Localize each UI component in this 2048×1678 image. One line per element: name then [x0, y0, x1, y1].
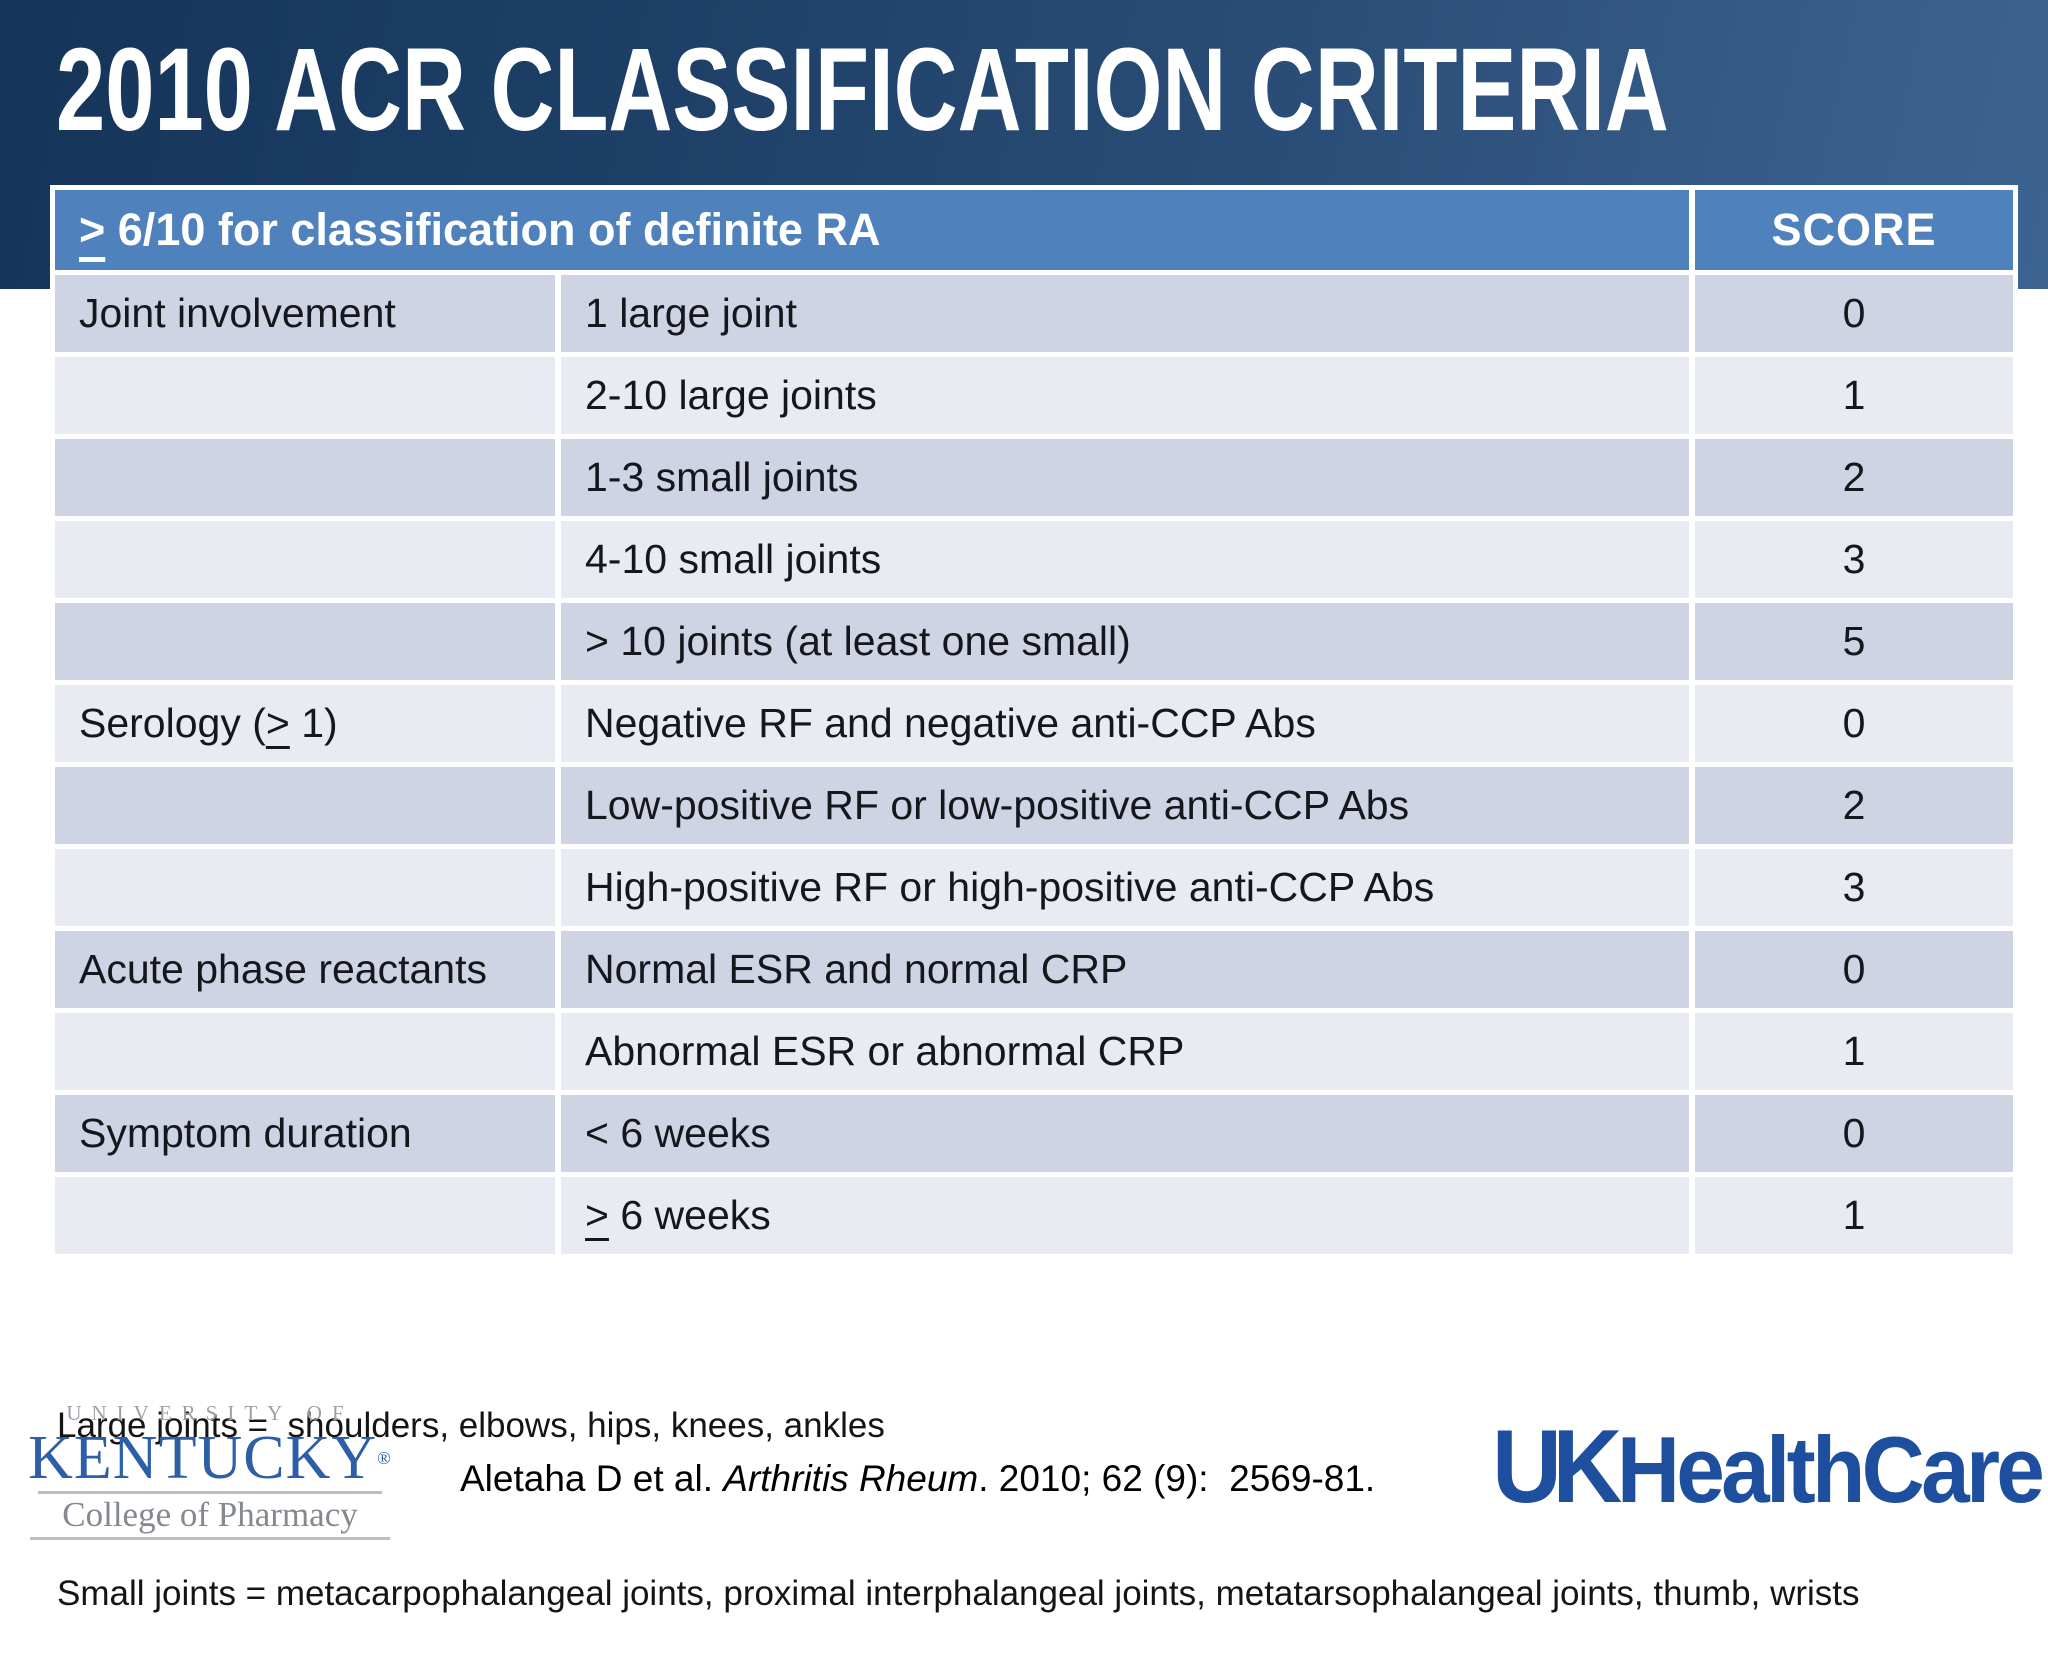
- score-cell: 1: [1695, 1013, 2013, 1090]
- university-of-text: UNIVERSITY OF: [66, 1401, 354, 1425]
- kentucky-wordmark: KENTUCKY®: [28, 1426, 392, 1490]
- criterion-cell: Normal ESR and normal CRP: [561, 931, 1689, 1008]
- uk-mark: UK: [1492, 1409, 1622, 1525]
- citation-details: . 2010; 62 (9): 2569-81.: [978, 1458, 1376, 1499]
- large-joints-note: Large joints = shoulders, elbows, hips, …: [57, 1406, 885, 1445]
- registered-mark: ®: [377, 1448, 392, 1468]
- score-cell: 1: [1695, 357, 2013, 434]
- score-cell: 2: [1695, 439, 2013, 516]
- category-cell: [55, 521, 555, 598]
- criterion-cell: 4-10 small joints: [561, 521, 1689, 598]
- citation-journal: Arthritis Rheum: [723, 1458, 979, 1499]
- table-body: Joint involvement 1 large joint 0 2-10 l…: [55, 275, 2013, 1254]
- category-cell: [55, 357, 555, 434]
- small-joints-note: Small joints = metacarpophalangeal joint…: [57, 1574, 1860, 1613]
- criterion-cell: Low-positive RF or low-positive anti-CCP…: [561, 767, 1689, 844]
- category-text: 1): [289, 700, 338, 746]
- table-header-row: > 6/10 for classification of definite RA…: [55, 190, 2013, 270]
- university-of-kentucky-logo: UNIVERSITY OF KENTUCKY® College of Pharm…: [28, 1400, 392, 1540]
- logo-divider-line: [30, 1537, 390, 1540]
- table-row: Symptom duration < 6 weeks 0: [55, 1095, 2013, 1172]
- score-cell: 3: [1695, 521, 2013, 598]
- criterion-cell: 1 large joint: [561, 275, 1689, 352]
- category-cell: Joint involvement: [55, 275, 555, 352]
- score-cell: 0: [1695, 1095, 2013, 1172]
- geq-symbol: >: [585, 1192, 609, 1238]
- healthcare-text: HealthCare: [1616, 1417, 2045, 1522]
- table-row: Acute phase reactants Normal ESR and nor…: [55, 931, 2013, 1008]
- criterion-cell: > 10 joints (at least one small): [561, 603, 1689, 680]
- criterion-cell: < 6 weeks: [561, 1095, 1689, 1172]
- criteria-header-cell: > 6/10 for classification of definite RA: [55, 190, 1689, 270]
- criterion-cell: 2-10 large joints: [561, 357, 1689, 434]
- category-cell: Serology (> 1): [55, 685, 555, 762]
- table-row: > 10 joints (at least one small) 5: [55, 603, 2013, 680]
- table-row: Low-positive RF or low-positive anti-CCP…: [55, 767, 2013, 844]
- score-cell: 0: [1695, 685, 2013, 762]
- criterion-cell: 1-3 small joints: [561, 439, 1689, 516]
- category-text: Serology (: [79, 700, 266, 746]
- logo-divider-line: [38, 1491, 382, 1494]
- slide-title: 2010 ACR CLASSIFICATION CRITERIA: [56, 24, 1669, 156]
- citation-authors: Aletaha D et al.: [460, 1458, 724, 1499]
- score-cell: 0: [1695, 931, 2013, 1008]
- score-cell: 5: [1695, 603, 2013, 680]
- citation: Aletaha D et al. Arthritis Rheum. 2010; …: [460, 1458, 1375, 1500]
- criteria-header-text: 6/10 for classification of definite RA: [105, 204, 881, 255]
- criterion-cell: Abnormal ESR or abnormal CRP: [561, 1013, 1689, 1090]
- category-cell: [55, 439, 555, 516]
- category-cell: [55, 1177, 555, 1254]
- acr-criteria-table: > 6/10 for classification of definite RA…: [50, 185, 2018, 1259]
- criterion-text: 6 weeks: [608, 1192, 771, 1238]
- score-cell: 0: [1695, 275, 2013, 352]
- table-row: Joint involvement 1 large joint 0: [55, 275, 2013, 352]
- geq-symbol: >: [79, 204, 106, 255]
- score-cell: 1: [1695, 1177, 2013, 1254]
- category-cell: [55, 1013, 555, 1090]
- kentucky-text: KENTUCKY: [28, 1424, 378, 1492]
- category-cell: [55, 603, 555, 680]
- uk-healthcare-logo: UKHealthCare: [1492, 1408, 2045, 1527]
- table-row: 1-3 small joints 2: [55, 439, 2013, 516]
- criterion-cell: High-positive RF or high-positive anti-C…: [561, 849, 1689, 926]
- criterion-cell: Negative RF and negative anti-CCP Abs: [561, 685, 1689, 762]
- category-cell: [55, 767, 555, 844]
- college-of-pharmacy-text: College of Pharmacy: [62, 1495, 358, 1534]
- table-row: High-positive RF or high-positive anti-C…: [55, 849, 2013, 926]
- score-header-cell: SCORE: [1695, 190, 2013, 270]
- criterion-cell: > 6 weeks: [561, 1177, 1689, 1254]
- category-cell: [55, 849, 555, 926]
- table-row: 4-10 small joints 3: [55, 521, 2013, 598]
- geq-symbol: >: [265, 700, 290, 746]
- category-cell: Acute phase reactants: [55, 931, 555, 1008]
- score-cell: 2: [1695, 767, 2013, 844]
- table-row: > 6 weeks 1: [55, 1177, 2013, 1254]
- table-row: 2-10 large joints 1: [55, 357, 2013, 434]
- category-cell: Symptom duration: [55, 1095, 555, 1172]
- table-row: Abnormal ESR or abnormal CRP 1: [55, 1013, 2013, 1090]
- table-row: Serology (> 1) Negative RF and negative …: [55, 685, 2013, 762]
- score-cell: 3: [1695, 849, 2013, 926]
